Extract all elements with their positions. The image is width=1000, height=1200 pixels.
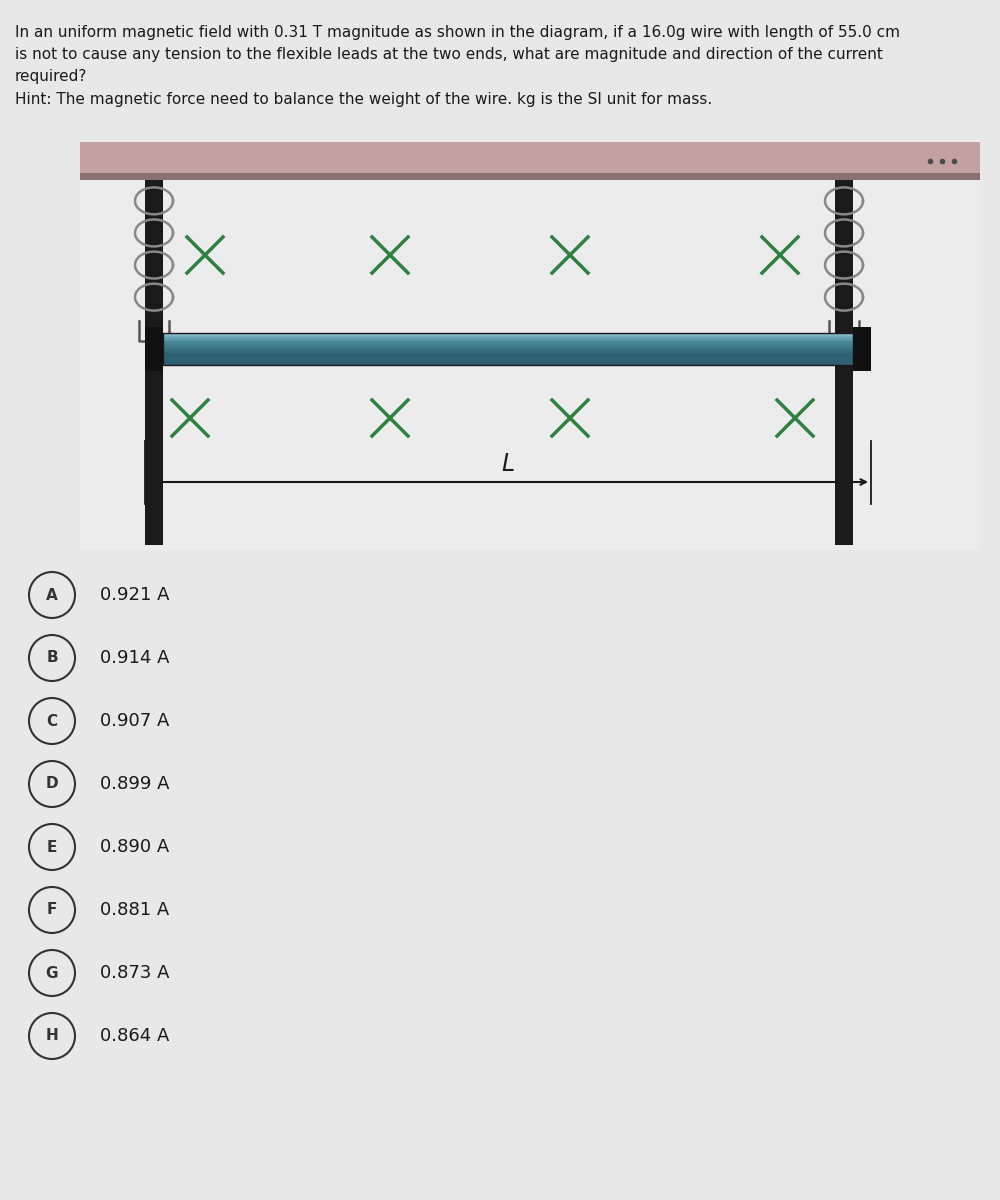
Text: 0.899 A: 0.899 A (100, 775, 170, 793)
Bar (163, 358, 853, 359)
Text: G: G (46, 966, 58, 980)
Text: F: F (47, 902, 57, 918)
Bar (163, 347, 853, 348)
Bar (163, 349, 853, 350)
Bar (163, 332, 853, 335)
Bar (163, 364, 853, 365)
Bar (163, 362, 853, 364)
Bar (80, 173, 980, 180)
Bar (163, 340, 853, 341)
Text: 0.881 A: 0.881 A (100, 901, 169, 919)
Bar (163, 344, 853, 347)
Bar (163, 335, 853, 336)
Bar (163, 336, 853, 337)
Text: D: D (46, 776, 58, 792)
Bar (163, 350, 853, 352)
Bar (163, 341, 853, 342)
Bar (163, 342, 853, 343)
Bar (80, 142, 980, 180)
Text: 0.864 A: 0.864 A (100, 1027, 169, 1045)
Text: C: C (46, 714, 58, 728)
Text: H: H (46, 1028, 58, 1044)
Text: In an uniform magnetic field with 0.31 T magnitude as shown in the diagram, if a: In an uniform magnetic field with 0.31 T… (15, 25, 900, 107)
Bar (145, 180, 163, 545)
Bar (163, 353, 853, 354)
Text: 0.873 A: 0.873 A (100, 964, 170, 982)
Text: E: E (47, 840, 57, 854)
Text: 0.907 A: 0.907 A (100, 712, 169, 730)
Text: B: B (46, 650, 58, 666)
Bar (80, 140, 980, 550)
Text: $L$: $L$ (501, 452, 515, 476)
Bar (163, 343, 853, 344)
Bar (163, 354, 853, 355)
Bar (163, 355, 853, 358)
Text: 0.921 A: 0.921 A (100, 586, 170, 604)
Bar (163, 338, 853, 340)
Text: A: A (46, 588, 58, 602)
Bar (835, 180, 853, 545)
Bar (163, 337, 853, 338)
Bar (163, 360, 853, 361)
Text: 0.914 A: 0.914 A (100, 649, 170, 667)
Text: 0.890 A: 0.890 A (100, 838, 169, 856)
Bar (163, 359, 853, 360)
Bar (163, 361, 853, 362)
Bar (853, 328, 871, 371)
Bar (163, 348, 853, 349)
Bar (163, 332, 853, 365)
Bar (163, 352, 853, 353)
Bar (145, 328, 163, 371)
